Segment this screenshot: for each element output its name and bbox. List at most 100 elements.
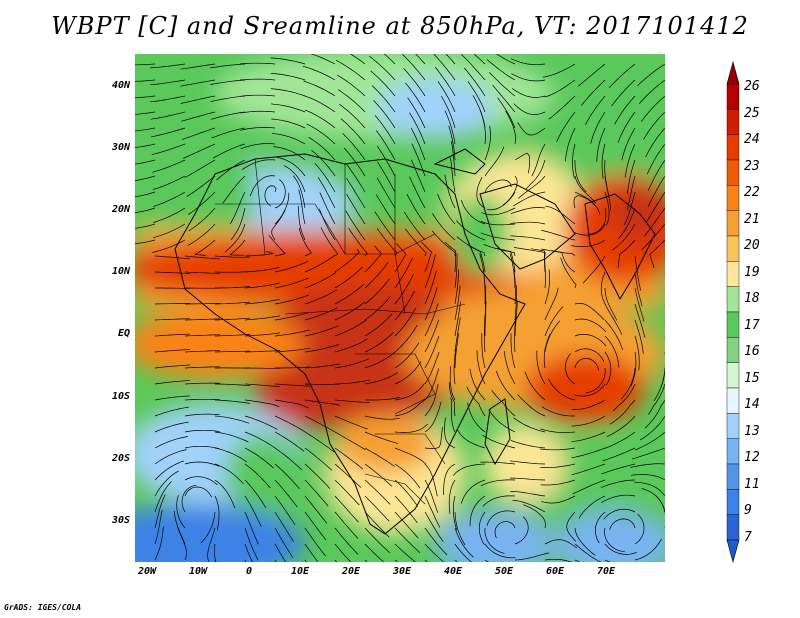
streamline [244,315,280,321]
streamline [394,423,428,433]
streamline [244,350,281,353]
streamline [334,319,367,337]
streamline [334,338,368,353]
streamline [491,389,516,417]
streamline [480,461,516,465]
streamline [634,481,665,497]
streamline [244,332,280,337]
streamline [635,431,665,451]
streamline [403,211,426,241]
streamline [135,143,156,148]
streamline [184,413,220,417]
streamline [304,447,333,471]
streamline [304,307,338,321]
streamline [600,479,636,488]
streamline [630,351,637,387]
streamline [560,257,577,289]
streamline [244,511,259,545]
streamline [214,447,248,463]
streamline [394,243,407,273]
streamline [510,440,546,449]
streamline [409,176,426,209]
streamline [424,495,441,528]
streamline [478,511,486,545]
streamline [212,143,246,159]
streamline [648,383,665,415]
streamline [467,244,486,273]
streamline [364,313,393,337]
weather-map [135,54,665,562]
streamline [604,303,623,335]
streamline [483,244,516,257]
streamline [513,417,546,433]
streamline [334,495,359,523]
streamline [510,58,546,66]
streamline [612,383,636,412]
streamline [274,383,310,387]
streamline [135,223,156,229]
streamline [334,301,366,321]
streamline [444,417,456,449]
lon-label: 50E [494,566,514,577]
streamline [512,88,546,98]
streamline [214,463,244,485]
streamline [271,209,286,241]
streamline [154,406,189,417]
streamline [460,199,486,225]
colorbar-label: 23 [744,159,760,174]
colorbar-swatch [726,185,740,211]
colorbar-label: 18 [744,291,760,306]
streamline [364,296,391,321]
streamline [514,516,529,545]
colorbar-label: 14 [744,397,760,412]
streamline [510,221,546,225]
streamline [453,349,457,385]
streamline [582,255,606,284]
streamline [585,95,606,126]
streamline [364,278,390,305]
streamline [460,479,486,504]
streamline [574,318,607,333]
streamline [184,334,221,337]
streamline [643,111,665,140]
streamline [154,481,172,513]
streamline [310,54,336,65]
coastlines [174,148,656,535]
streamline [271,103,306,113]
streamline [497,97,516,129]
streamline [211,127,246,139]
streamline [394,511,419,539]
streamline [394,383,425,401]
streamline [580,79,606,106]
streamline [135,159,156,165]
streamline [302,65,336,81]
streamline [514,301,518,337]
streamline [374,115,396,145]
streamline [604,175,612,211]
streamline [154,271,191,274]
streamline [488,409,516,433]
streamline [494,521,516,539]
streamline [364,245,382,273]
streamline [244,447,274,469]
streamline [394,342,420,369]
colorbar-label: 16 [744,344,760,359]
streamline [185,303,221,305]
streamline [154,349,190,353]
streamline [244,479,267,509]
streamline [182,143,216,159]
streamline [572,479,606,495]
streamline [424,511,444,542]
streamline [517,122,546,136]
streamline [304,399,340,406]
streamline [319,192,336,225]
colorbar-swatch [726,413,740,439]
streamline [311,150,336,177]
streamline [513,247,546,257]
streamline [274,527,294,559]
country-borders [215,158,466,505]
streamline [510,491,546,497]
streamline [571,431,606,443]
streamline [274,260,309,273]
streamline [467,402,486,433]
